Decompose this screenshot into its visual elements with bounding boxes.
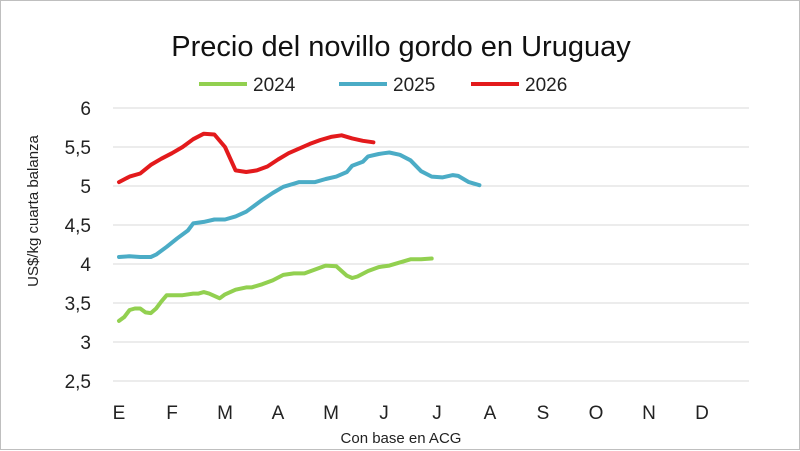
x-tick-label: F xyxy=(166,403,178,424)
x-tick-label: M xyxy=(217,403,233,424)
y-tick-label: 5,5 xyxy=(65,138,91,159)
x-tick-label: N xyxy=(642,403,656,424)
y-axis-label: US$/kg cuarta balanza xyxy=(25,134,42,286)
x-tick-label: E xyxy=(113,403,126,424)
y-tick-label: 4,5 xyxy=(65,216,91,237)
series-line-2024 xyxy=(117,256,434,323)
legend-label-2025: 2025 xyxy=(393,75,435,96)
chart-title: Precio del novillo gordo en Uruguay xyxy=(171,31,631,63)
x-tick-label: J xyxy=(432,403,442,424)
y-tick-label: 3,5 xyxy=(65,294,91,315)
legend-label-2026: 2026 xyxy=(525,75,567,96)
x-tick-label: A xyxy=(484,403,497,424)
legend-label-2024: 2024 xyxy=(253,75,296,96)
x-tick-label: D xyxy=(695,403,709,424)
y-tick-label: 6 xyxy=(80,99,91,120)
series-line-2026 xyxy=(117,131,376,185)
y-tick-label: 5 xyxy=(80,177,91,198)
x-tick-label: J xyxy=(379,403,389,424)
x-tick-label: M xyxy=(323,403,339,424)
x-tick-label: A xyxy=(272,403,285,424)
series-line-2025 xyxy=(117,150,482,259)
x-tick-label: S xyxy=(537,403,550,424)
y-tick-label: 3 xyxy=(80,333,91,354)
y-tick-label: 2,5 xyxy=(65,372,91,393)
x-tick-label: O xyxy=(589,403,604,424)
y-tick-label: 4 xyxy=(80,255,91,276)
x-axis-label: Con base en ACG xyxy=(341,430,462,447)
